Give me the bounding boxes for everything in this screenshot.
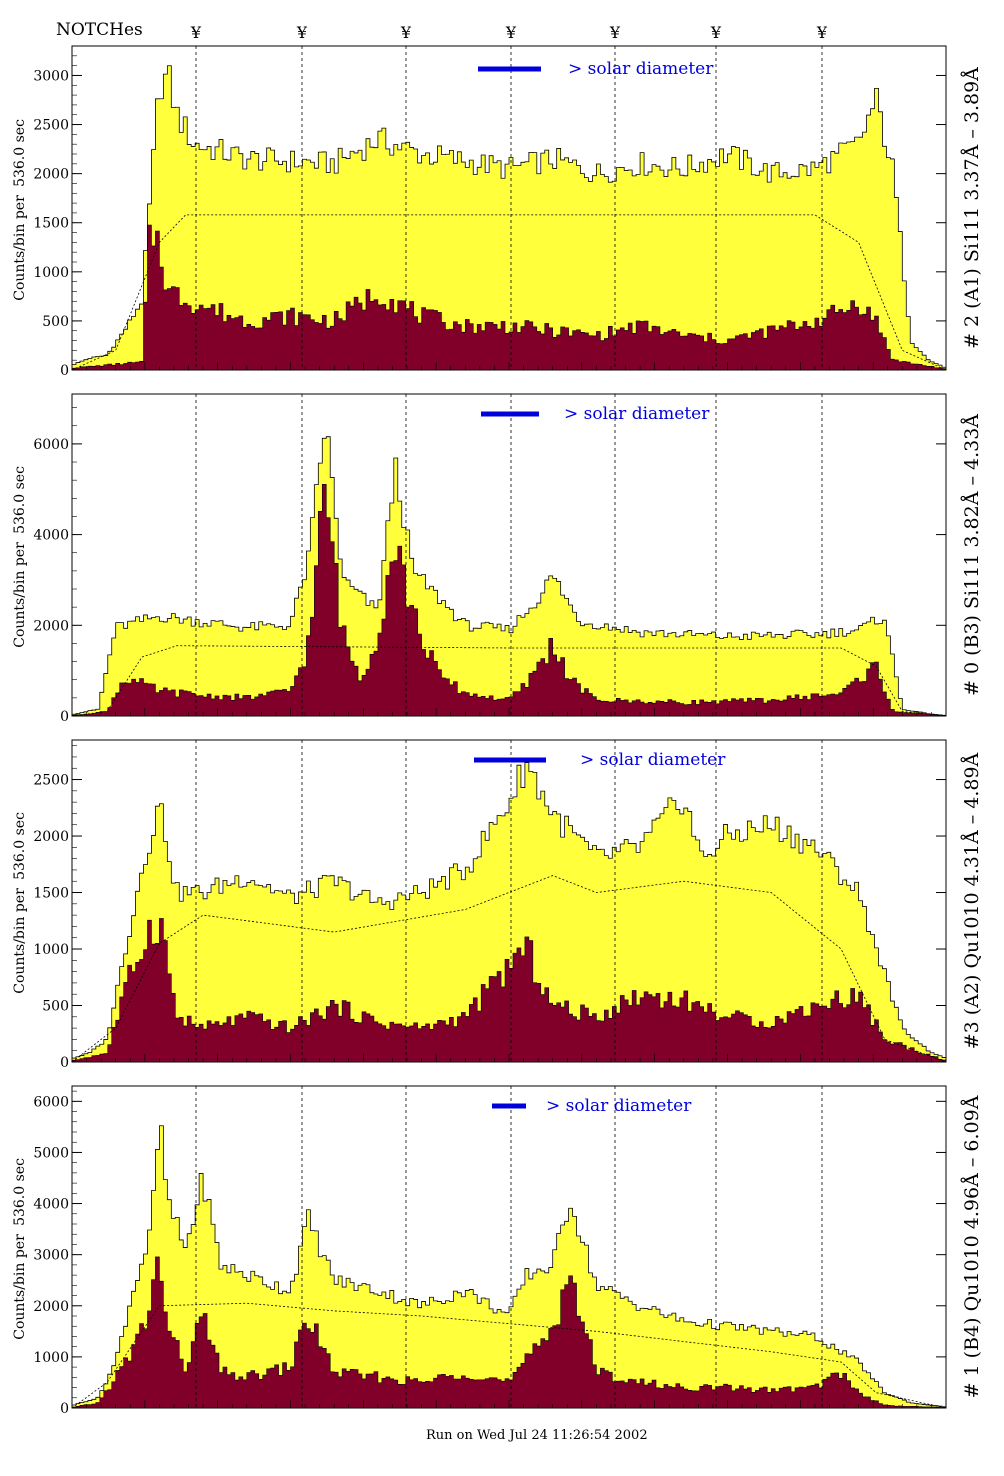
y-axis-unit: 536.0 sec: [12, 119, 28, 187]
y-tick-label: 4000: [33, 1197, 69, 1213]
y-tick-label: 6000: [33, 437, 69, 453]
notch-symbol: ¥: [710, 23, 722, 42]
y-tick-label: 1000: [33, 942, 69, 958]
model-curve: [71, 875, 947, 1063]
y-tick-label: 0: [60, 709, 69, 725]
notch-symbol: ¥: [816, 23, 828, 42]
y-axis-label: Counts/bin per: [12, 195, 28, 301]
notch-symbol: ¥: [296, 23, 308, 42]
panel-title: #3 (A2) Qu1010 4.31Å – 4.89Å: [961, 752, 983, 1049]
panel-title: # 2 (A1) Si111 3.37Å – 3.89Å: [961, 67, 983, 349]
y-tick-label: 1000: [33, 265, 69, 281]
y-tick-label: 2500: [33, 118, 69, 134]
y-tick-label: 2000: [33, 829, 69, 845]
legend-label: > solar diameter: [564, 404, 710, 424]
y-tick-label: 2500: [33, 773, 69, 789]
y-tick-label: 0: [60, 1401, 69, 1417]
y-tick-label: 3000: [33, 1248, 69, 1264]
panel-3: 0 1000 2000 3000 4000 5000 6000 Counts/bin per 5…: [12, 1085, 983, 1417]
legend-label: > solar diameter: [580, 750, 726, 770]
panel-title: # 1 (B4) Qu1010 4.96Å – 6.09Å: [961, 1095, 983, 1398]
counts-histogram-lines: [71, 918, 947, 1063]
legend-label: > solar diameter: [546, 1096, 692, 1116]
counts-histogram-total: [71, 762, 947, 1063]
notch-symbol: ¥: [505, 23, 517, 42]
panel-0: 0 500 1000 1500 2000 2500 3000 Counts/bin per 53…: [12, 45, 983, 379]
y-tick-label: 4000: [33, 528, 69, 544]
panel-1: 0 2000 4000 6000 Counts/bin per 536.0 sec # 0 …: [12, 393, 983, 725]
model-curve: [71, 214, 947, 371]
y-tick-label: 0: [60, 1055, 69, 1071]
y-tick-label: 500: [42, 999, 69, 1015]
counts-histogram-lines: [71, 1256, 947, 1409]
y-tick-label: 500: [42, 314, 69, 330]
panel-title: # 0 (B3) Si111 3.82Å – 4.33Å: [961, 414, 983, 696]
y-tick-label: 2000: [33, 618, 69, 634]
y-tick-label: 2000: [33, 167, 69, 183]
counts-histogram-total: [71, 1125, 947, 1409]
notch-symbol: ¥: [609, 23, 621, 42]
notch-symbol: ¥: [400, 23, 412, 42]
y-tick-label: 1000: [33, 1350, 69, 1366]
y-tick-label: 1500: [33, 886, 69, 902]
counts-histogram-total: [71, 65, 947, 371]
notch-symbol: ¥: [190, 23, 202, 42]
y-tick-label: 6000: [33, 1094, 69, 1110]
counts-histogram-total: [71, 436, 947, 717]
y-axis-unit: 536.0 sec: [12, 1158, 28, 1226]
counts-histogram-lines: [71, 224, 947, 371]
y-tick-label: 0: [60, 363, 69, 379]
y-axis-unit: 536.0 sec: [12, 812, 28, 880]
run-timestamp: Run on Wed Jul 24 11:26:54 2002: [426, 1428, 648, 1443]
model-curve: [71, 645, 947, 717]
y-tick-label: 1500: [33, 216, 69, 232]
y-tick-label: 2000: [33, 1299, 69, 1315]
y-axis-unit: 536.0 sec: [12, 466, 28, 534]
y-tick-label: 3000: [33, 68, 69, 84]
notches-label: NOTCHes: [56, 20, 143, 40]
counts-histogram-lines: [71, 484, 947, 717]
legend-label: > solar diameter: [568, 59, 714, 79]
panel-2: 0 500 1000 1500 2000 2500 Counts/bin per 536.0 …: [12, 739, 983, 1071]
y-axis-label: Counts/bin per: [12, 542, 28, 648]
y-axis-label: Counts/bin per: [12, 888, 28, 994]
y-axis-label: Counts/bin per: [12, 1234, 28, 1340]
y-tick-label: 5000: [33, 1145, 69, 1161]
